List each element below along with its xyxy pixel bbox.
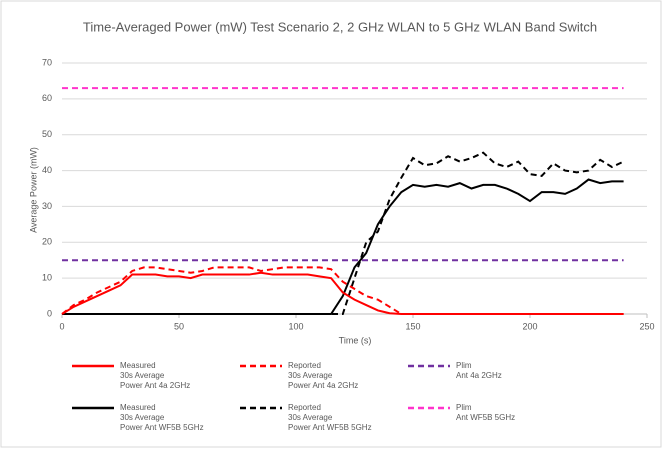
legend-label: Measured 30s Average Power Ant 4a 2GHz — [120, 361, 191, 390]
x-tick-label: 150 — [405, 321, 420, 331]
series-line — [61, 266, 624, 315]
y-axis-label: Average Power (mW) — [28, 147, 38, 233]
y-tick-label: 70 — [42, 57, 52, 67]
y-tick-label: 30 — [42, 201, 52, 211]
chart-title: Time-Averaged Power (mW) Test Scenario 2… — [83, 19, 597, 34]
legend-label: Plim Ant WF5B 5GHz — [456, 403, 516, 422]
legend-label: Plim Ant 4a 2GHz — [456, 361, 502, 380]
x-tick-label: 50 — [174, 321, 184, 331]
x-tick-label: 100 — [288, 321, 303, 331]
y-tick-label: 60 — [42, 93, 52, 103]
x-tick-label: 250 — [639, 321, 654, 331]
series-line — [62, 151, 625, 315]
x-tick-label: 0 — [59, 321, 64, 331]
legend-label: Reported 30s Average Power Ant WF5B 5GHz — [288, 403, 372, 432]
legend-label: Reported 30s Average Power Ant 4a 2GHz — [288, 361, 359, 390]
y-tick-label: 10 — [42, 273, 52, 283]
y-tick-label: 0 — [47, 308, 52, 318]
y-tick-label: 20 — [42, 237, 52, 247]
y-tick-label: 50 — [42, 129, 52, 139]
y-tick-label: 40 — [42, 165, 52, 175]
series-line — [61, 271, 624, 315]
x-tick-label: 200 — [522, 321, 537, 331]
x-axis-label: Time (s) — [339, 335, 372, 345]
legend-label: Measured 30s Average Power Ant WF5B 5GHz — [120, 403, 204, 432]
